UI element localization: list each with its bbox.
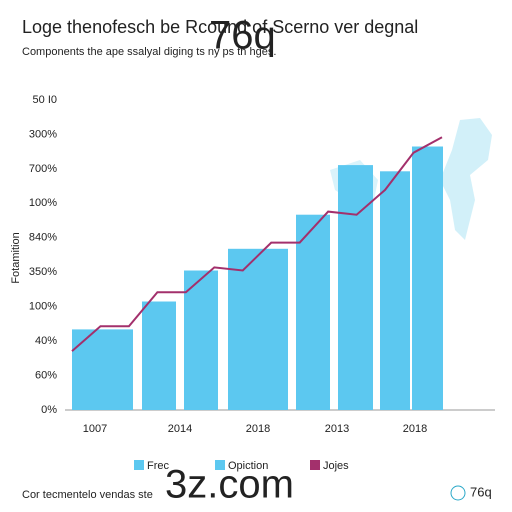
watermark-icon (450, 485, 466, 501)
y-axis-label: Fotamition (10, 232, 22, 283)
bar (296, 214, 330, 410)
legend-swatch (215, 460, 225, 470)
bar (228, 248, 288, 410)
y-tick-label: 100% (29, 301, 57, 313)
bar (72, 329, 133, 410)
legend-label: Jojes (323, 460, 349, 472)
legend-swatch (310, 460, 320, 470)
legend-label: Frec (147, 460, 170, 472)
watermark: 76q (209, 14, 276, 58)
y-tick-label: 300% (29, 128, 57, 140)
bar (380, 171, 410, 410)
x-tick-label: 2013 (325, 423, 349, 435)
x-tick-label: 2018 (403, 423, 427, 435)
bar (338, 165, 373, 410)
legend-swatch (134, 460, 144, 470)
bar (184, 270, 218, 410)
y-tick-label: 0% (41, 404, 57, 416)
y-tick-label: 100% (29, 197, 57, 209)
y-tick-label: 840% (29, 232, 57, 244)
x-tick-label: 2018 (246, 423, 270, 435)
chart-title: Loge thenofesch be Rcound of Scerno ver … (22, 17, 418, 37)
x-tick-label: 2014 (168, 423, 192, 435)
chart-subtitle: Components the ape ssalyal diging ts ny … (22, 46, 276, 58)
legend-label: Opiction (228, 460, 268, 472)
y-tick-label: 350% (29, 266, 57, 278)
x-tick-label: 1007 (83, 423, 107, 435)
y-tick-label: 50 I0 (33, 94, 57, 106)
y-tick-label: 700% (29, 163, 57, 175)
line (71, 136, 443, 352)
bar (142, 301, 176, 410)
map-decoration (440, 118, 492, 240)
y-tick-label: 60% (35, 369, 57, 381)
footer: Cor tecmentelo vendas ste (22, 489, 153, 501)
watermark: 76q (470, 484, 492, 499)
watermark: 3z.com (165, 463, 294, 507)
y-tick-label: 40% (35, 335, 57, 347)
bar (412, 146, 443, 410)
